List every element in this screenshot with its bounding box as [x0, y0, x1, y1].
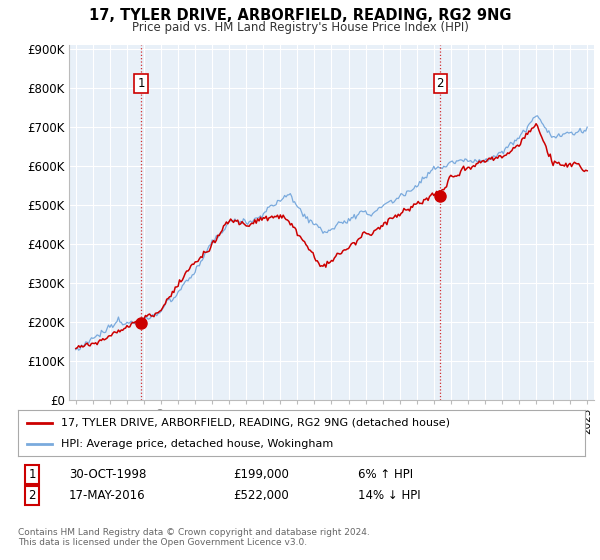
- Text: 30-OCT-1998: 30-OCT-1998: [69, 468, 146, 482]
- Text: 2: 2: [28, 489, 36, 502]
- Text: 1: 1: [137, 77, 145, 90]
- Text: HPI: Average price, detached house, Wokingham: HPI: Average price, detached house, Woki…: [61, 439, 333, 449]
- Text: 17, TYLER DRIVE, ARBORFIELD, READING, RG2 9NG: 17, TYLER DRIVE, ARBORFIELD, READING, RG…: [89, 8, 511, 24]
- Text: £199,000: £199,000: [233, 468, 289, 482]
- Text: 17-MAY-2016: 17-MAY-2016: [69, 489, 146, 502]
- Text: 17, TYLER DRIVE, ARBORFIELD, READING, RG2 9NG (detached house): 17, TYLER DRIVE, ARBORFIELD, READING, RG…: [61, 418, 449, 428]
- Text: Contains HM Land Registry data © Crown copyright and database right 2024.
This d: Contains HM Land Registry data © Crown c…: [18, 528, 370, 547]
- Text: 1: 1: [28, 468, 36, 482]
- Text: 2: 2: [437, 77, 444, 90]
- Text: £522,000: £522,000: [233, 489, 289, 502]
- Text: 6% ↑ HPI: 6% ↑ HPI: [358, 468, 413, 482]
- Text: Price paid vs. HM Land Registry's House Price Index (HPI): Price paid vs. HM Land Registry's House …: [131, 21, 469, 34]
- Text: 14% ↓ HPI: 14% ↓ HPI: [358, 489, 421, 502]
